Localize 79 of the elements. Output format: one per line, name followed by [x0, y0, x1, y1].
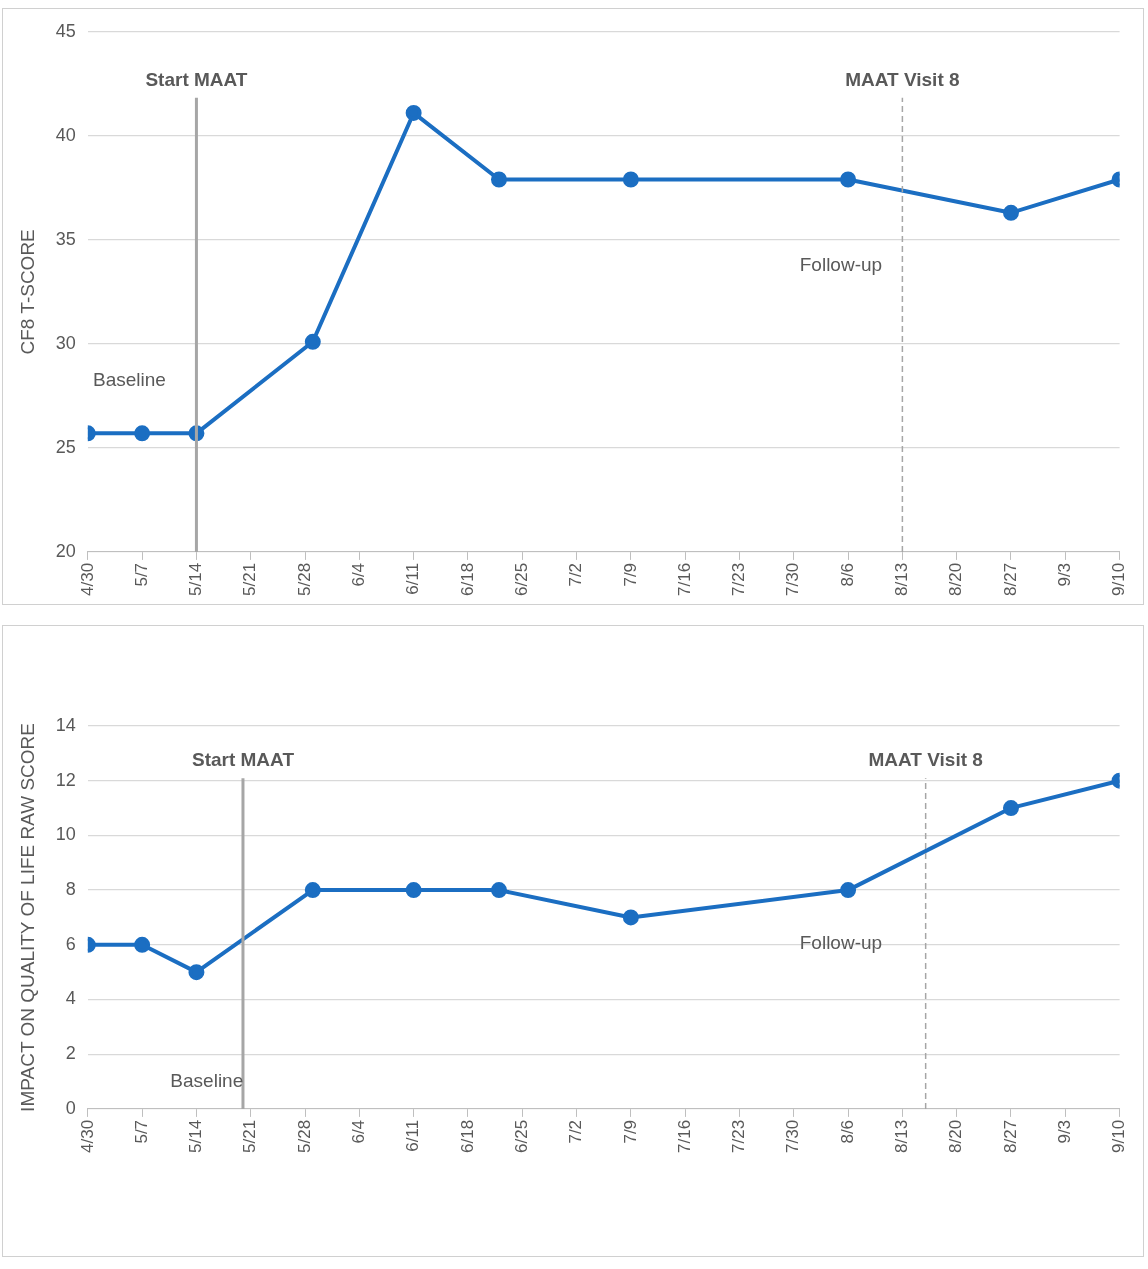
x-tick-label: 7/2 — [566, 562, 586, 587]
x-tick-label: 5/7 — [131, 562, 151, 587]
x-tick-label: 9/10 — [1109, 562, 1129, 597]
y-tick-label: 2 — [65, 1043, 76, 1064]
y-tick-label: 35 — [55, 228, 76, 249]
point — [134, 936, 151, 953]
x-tick-label: 7/16 — [674, 1119, 694, 1154]
point — [840, 171, 857, 188]
annotation: Baseline — [170, 1070, 244, 1092]
y-tick-label: 6 — [65, 933, 76, 954]
x-tick-label: 9/3 — [1054, 1119, 1074, 1144]
y-tick-label: 40 — [55, 124, 76, 145]
y-axis-title: CF8 T-SCORE — [16, 229, 38, 355]
x-tick-label: 5/14 — [186, 1119, 206, 1154]
annotation: Follow-up — [799, 932, 883, 954]
x-tick-label: 6/11 — [403, 562, 423, 595]
y-tick-label: 8 — [65, 879, 76, 900]
x-tick-label: 9/3 — [1054, 562, 1074, 587]
x-tick-label: 6/18 — [457, 1119, 477, 1154]
y-tick-label: 20 — [55, 540, 76, 561]
x-tick-label: 6/18 — [457, 562, 477, 597]
x-tick-label: 8/6 — [837, 1119, 857, 1144]
ref-line-label: MAAT Visit 8 — [868, 749, 983, 771]
x-tick-label: 7/2 — [566, 1119, 586, 1144]
x-tick-label: 7/16 — [674, 562, 694, 597]
annotation: Follow-up — [799, 254, 883, 276]
x-tick-label: 7/9 — [620, 1119, 640, 1144]
y-tick-label: 14 — [55, 714, 76, 735]
x-tick-label: 8/6 — [837, 562, 857, 587]
x-tick-label: 7/23 — [729, 1119, 749, 1154]
x-tick-label: 8/13 — [892, 562, 912, 597]
x-tick-label: 8/13 — [892, 1119, 912, 1154]
point — [304, 333, 321, 350]
point — [405, 104, 422, 121]
ref-line-label: Start MAAT — [191, 749, 295, 771]
y-tick-label: 4 — [65, 988, 76, 1009]
x-tick-label: 7/30 — [783, 1119, 803, 1154]
x-tick-label: 8/20 — [946, 562, 966, 597]
x-tick-label: 8/27 — [1000, 562, 1020, 597]
point — [622, 171, 639, 188]
point — [304, 882, 321, 899]
y-tick-label: 45 — [55, 20, 76, 41]
ref-line-label: MAAT Visit 8 — [845, 68, 960, 90]
x-tick-label: 5/28 — [294, 562, 314, 597]
point — [1002, 204, 1019, 221]
x-tick-label: 9/10 — [1109, 1119, 1129, 1154]
y-axis-title: IMPACT ON QUALITY OF LIFE RAW SCORE — [16, 723, 38, 1112]
point — [490, 171, 507, 188]
x-tick-label: 5/28 — [294, 1119, 314, 1154]
x-tick-label: 6/11 — [403, 1119, 423, 1152]
x-tick-label: 6/4 — [349, 1119, 369, 1144]
y-tick-label: 30 — [55, 332, 76, 353]
point — [188, 964, 205, 981]
x-tick-label: 5/7 — [131, 1119, 151, 1144]
x-tick-label: 5/14 — [186, 562, 206, 597]
annotation: Baseline — [92, 368, 166, 390]
x-tick-label: 6/25 — [511, 1119, 531, 1154]
x-tick-label: 4/30 — [77, 562, 97, 597]
point — [622, 909, 639, 926]
x-tick-label: 8/27 — [1000, 1119, 1020, 1154]
point — [490, 882, 507, 899]
y-tick-label: 12 — [55, 769, 76, 790]
y-tick-label: 25 — [55, 436, 76, 457]
point — [405, 882, 422, 899]
x-tick-label: 4/30 — [77, 1119, 97, 1154]
y-tick-label: 10 — [55, 824, 76, 845]
point — [1002, 800, 1019, 817]
x-tick-label: 7/30 — [783, 562, 803, 597]
point — [840, 882, 857, 899]
x-tick-label: 7/9 — [620, 562, 640, 587]
x-tick-label: 5/21 — [240, 1119, 260, 1154]
point — [134, 425, 151, 442]
x-tick-label: 6/4 — [349, 562, 369, 587]
x-tick-label: 7/23 — [729, 562, 749, 597]
x-tick-label: 6/25 — [511, 562, 531, 597]
x-tick-label: 8/20 — [946, 1119, 966, 1154]
ref-line-label: Start MAAT — [145, 68, 248, 90]
y-tick-label: 0 — [65, 1097, 76, 1118]
x-tick-label: 5/21 — [240, 562, 260, 597]
